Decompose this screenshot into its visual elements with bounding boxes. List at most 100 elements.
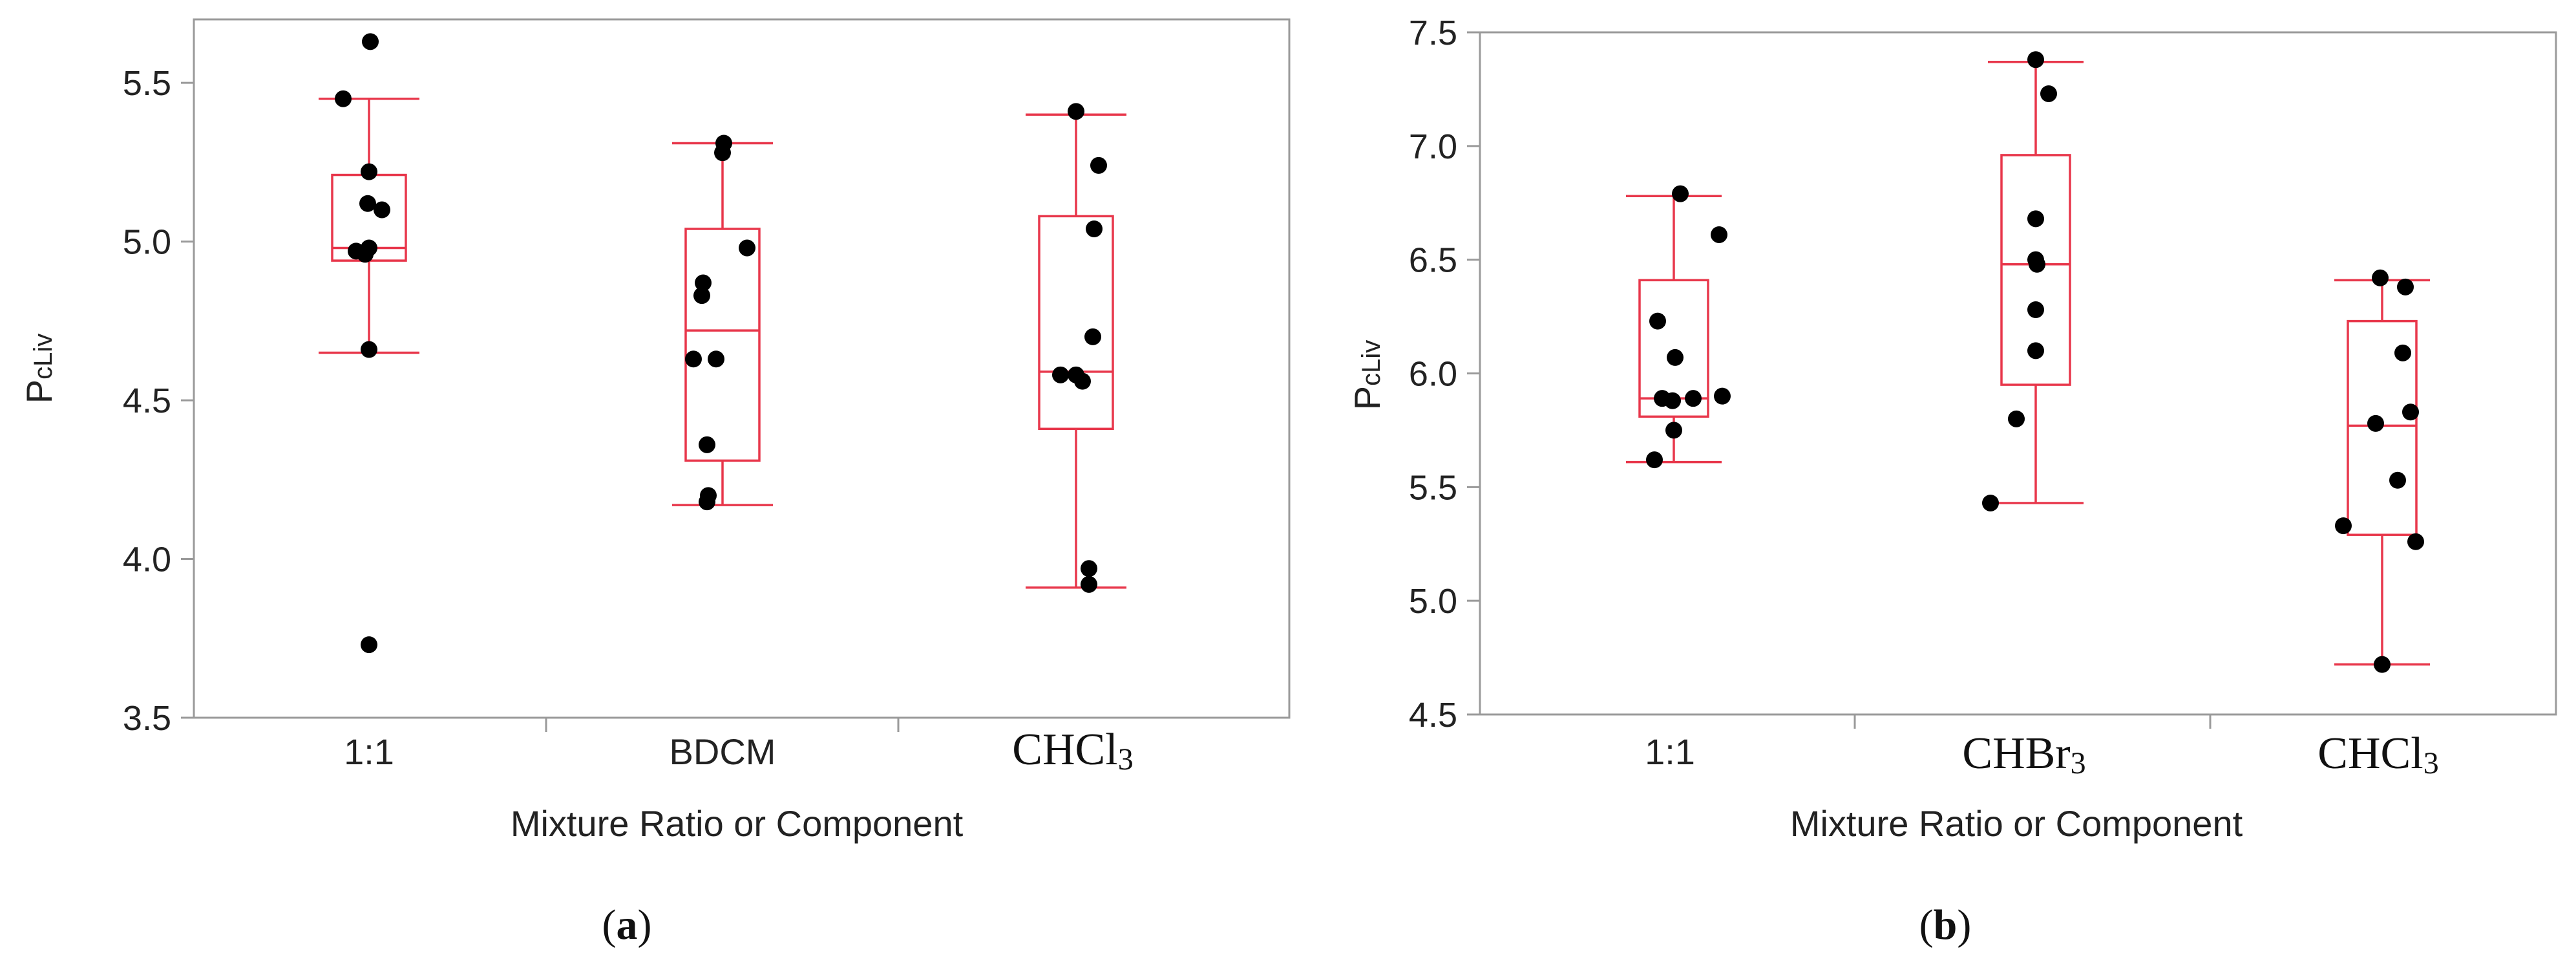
panel-b-caption-letter: b xyxy=(1934,901,1958,949)
panel-b: 4.55.05.56.06.57.07.5 PcLiv 1:1 CHBr3 CH… xyxy=(1347,14,2557,949)
data-point xyxy=(1711,226,1727,243)
y-tick-label: 3.5 xyxy=(123,699,171,738)
data-point xyxy=(1665,422,1682,439)
iqr-box xyxy=(1638,279,1709,418)
panel-b-y-axis: 4.5 5.0 5.5 6.0 6.5 7.0 7.5 xyxy=(1409,14,1480,735)
data-point xyxy=(2402,403,2419,421)
y-tick-label: 7.0 xyxy=(1409,127,1457,166)
data-point xyxy=(2008,410,2025,427)
data-point xyxy=(361,341,377,358)
boxplot-1-1 xyxy=(319,97,419,354)
data-point xyxy=(2397,278,2414,295)
data-point xyxy=(699,493,715,511)
panel-b-plot-frame xyxy=(1479,31,2557,716)
y-tick-label: 4.5 xyxy=(1409,696,1457,735)
panel-b-xcat-3-main: CHCl xyxy=(2317,729,2423,778)
iqr-box xyxy=(2000,154,2071,386)
data-point xyxy=(2027,51,2044,69)
data-point xyxy=(693,287,710,305)
y-tick-label: 5.0 xyxy=(1409,582,1457,621)
panel-a-ylabel-sub: cLiv xyxy=(29,334,58,380)
data-point xyxy=(1664,392,1681,409)
iqr-box xyxy=(1038,215,1114,431)
data-point xyxy=(2394,344,2411,361)
panel-a-data-points xyxy=(335,33,1107,654)
data-point xyxy=(1685,390,1702,407)
data-point xyxy=(1646,451,1663,469)
y-tick-label: 6.5 xyxy=(1409,241,1457,280)
data-point xyxy=(361,163,377,180)
boxplot-chcl3 xyxy=(2334,279,2430,666)
data-point xyxy=(1068,103,1084,120)
panel-a-y-axis: 3.5 4.0 4.5 5.0 5.5 xyxy=(123,64,194,738)
boxplot-chbr3 xyxy=(1988,60,2084,504)
panel-a-y-axis-label: PcLiv xyxy=(19,334,59,404)
data-point xyxy=(1672,185,1689,202)
data-point xyxy=(1649,312,1666,330)
iqr-box xyxy=(2347,319,2418,536)
data-point xyxy=(2027,342,2044,360)
y-tick-label: 7.5 xyxy=(1409,14,1457,52)
data-point xyxy=(2027,301,2044,319)
data-point xyxy=(362,33,379,50)
panel-a-xcat-1: 1:1 xyxy=(344,731,394,772)
data-point xyxy=(1052,366,1069,383)
panel-a-xcat-2: BDCM xyxy=(670,731,776,772)
data-point xyxy=(1667,349,1684,366)
data-point xyxy=(2389,471,2406,489)
panel-b-ylabel-main: P xyxy=(1347,386,1388,410)
data-point xyxy=(714,144,731,162)
y-tick-label: 5.5 xyxy=(1409,468,1457,507)
data-point xyxy=(1714,387,1731,405)
panel-a-xcat-3-main: CHCl xyxy=(1012,725,1117,775)
data-point xyxy=(2367,414,2384,432)
panel-a-ylabel-main: P xyxy=(19,380,59,403)
data-point xyxy=(1086,220,1103,237)
data-point xyxy=(1074,372,1091,390)
panel-a: 3.5 4.0 4.5 5.0 5.5 PcLiv 1:1 BDCM CHCl3 Mix… xyxy=(19,18,1291,949)
panel-b-xcat-2-sub: 3 xyxy=(2071,746,2086,780)
y-tick-label: 5.0 xyxy=(123,223,171,262)
panel-a-xcat-3: CHCl3 xyxy=(1012,725,1133,777)
y-tick-label: 6.0 xyxy=(1409,355,1457,394)
data-point xyxy=(1081,560,1097,577)
boxplot-chcl3 xyxy=(1026,113,1126,589)
panel-b-x-axis xyxy=(1853,714,2212,729)
data-point xyxy=(2372,269,2389,286)
panel-b-x-axis-label: Mixture Ratio or Component xyxy=(1790,803,2243,844)
y-tick-label: 4.0 xyxy=(123,541,171,579)
panel-a-boxplots xyxy=(319,97,1126,589)
data-point xyxy=(2374,656,2391,673)
panel-b-xcat-2-main: CHBr xyxy=(1962,729,2070,778)
data-point xyxy=(374,201,390,219)
panel-b-ylabel-sub: cLiv xyxy=(1357,340,1386,386)
data-point xyxy=(2335,517,2352,535)
panel-b-boxplots xyxy=(1626,60,2430,666)
panel-b-data-points xyxy=(1646,51,2424,673)
panel-a-xcat-3-sub: 3 xyxy=(1118,742,1134,777)
panel-a-plot-frame xyxy=(193,18,1291,719)
panel-a-x-axis-label: Mixture Ratio or Component xyxy=(511,803,964,844)
panel-b-xcat-2: CHBr3 xyxy=(1962,729,2085,780)
data-point xyxy=(708,350,724,368)
data-point xyxy=(685,350,702,368)
data-point xyxy=(2407,533,2424,550)
panel-a-caption: (a) xyxy=(602,901,652,949)
data-point xyxy=(335,90,352,107)
panel-b-xcat-3-sub: 3 xyxy=(2423,746,2439,780)
data-point xyxy=(1090,156,1107,174)
panel-b-xcat-3: CHCl3 xyxy=(2317,729,2438,780)
data-point xyxy=(361,636,377,654)
data-point xyxy=(739,239,755,257)
y-tick-label: 5.5 xyxy=(123,64,171,103)
panel-a-x-axis xyxy=(545,718,900,732)
panel-b-xcat-1: 1:1 xyxy=(1645,731,1695,772)
iqr-box xyxy=(684,228,761,462)
boxplot-bdcm xyxy=(672,142,773,506)
data-point xyxy=(695,274,712,292)
data-point xyxy=(359,195,376,212)
panel-a-caption-letter: a xyxy=(617,901,638,949)
y-tick-label: 4.5 xyxy=(123,381,171,420)
data-point xyxy=(2040,85,2057,102)
